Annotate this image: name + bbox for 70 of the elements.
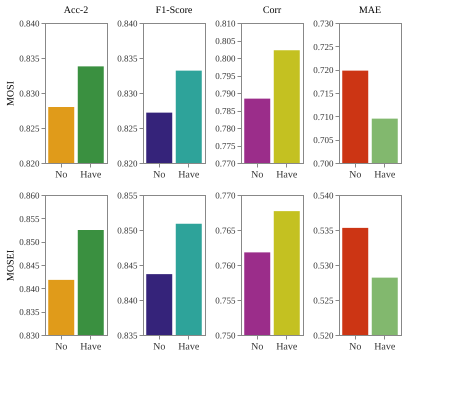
y-tick-label: 0.825 <box>19 124 40 134</box>
y-tick-label: 0.795 <box>215 71 236 81</box>
y-tick-label: 0.835 <box>19 54 40 64</box>
y-tick-label: 0.725 <box>313 42 334 52</box>
y-tick-label: 0.520 <box>313 330 334 340</box>
x-tick-label: Have <box>276 170 298 180</box>
y-tick-label: 0.840 <box>117 296 138 306</box>
x-tick-label: No <box>349 170 362 180</box>
y-tick-label: 0.820 <box>117 158 138 168</box>
y-tick-label: 0.800 <box>215 54 236 64</box>
y-tick-label: 0.755 <box>215 296 236 306</box>
y-tick-label: 0.790 <box>215 88 236 98</box>
chart-title: MAE <box>358 5 382 16</box>
x-tick-label: Have <box>178 342 200 352</box>
chart-title: F1-Score <box>156 5 193 16</box>
y-axis-title: MOSEI <box>5 250 16 282</box>
y-tick-label: 0.830 <box>117 88 138 98</box>
y-tick-label: 0.835 <box>117 330 138 340</box>
y-tick-label: 0.535 <box>313 226 334 236</box>
y-tick-label: 0.785 <box>215 106 236 116</box>
y-tick-label: 0.845 <box>117 260 138 270</box>
y-tick-label: 0.840 <box>117 18 138 28</box>
y-tick-label: 0.715 <box>313 88 334 98</box>
y-tick-label: 0.770 <box>215 190 236 200</box>
y-tick-label: 0.850 <box>19 237 40 248</box>
y-tick-label: 0.530 <box>313 260 334 270</box>
chart-title: Corr <box>262 5 282 16</box>
y-tick-label: 0.765 <box>215 226 236 236</box>
y-tick-label: 0.835 <box>19 307 40 318</box>
chart-title: Acc-2 <box>64 5 88 16</box>
x-tick-label: Have <box>374 170 396 180</box>
y-tick-label: 0.860 <box>19 190 40 200</box>
y-tick-label: 0.855 <box>117 190 138 200</box>
y-tick-label: 0.700 <box>313 158 334 168</box>
x-tick-label: No <box>153 342 166 352</box>
y-tick-label: 0.540 <box>313 190 334 200</box>
y-tick-label: 0.840 <box>19 284 40 294</box>
y-tick-label: 0.850 <box>117 226 138 236</box>
y-tick-label: 0.810 <box>215 18 236 28</box>
y-tick-label: 0.705 <box>313 135 334 146</box>
x-tick-label: No <box>251 170 264 180</box>
x-tick-label: Have <box>80 342 102 352</box>
y-tick-label: 0.835 <box>117 54 138 64</box>
y-tick-label: 0.720 <box>313 65 334 76</box>
y-tick-label: 0.830 <box>19 330 40 340</box>
x-tick-label: No <box>153 170 166 180</box>
x-tick-label: Have <box>276 342 298 352</box>
y-tick-label: 0.770 <box>215 158 236 168</box>
y-tick-label: 0.855 <box>19 214 40 224</box>
y-tick-label: 0.830 <box>19 88 40 98</box>
x-tick-label: Have <box>80 170 102 180</box>
y-tick-label: 0.760 <box>215 260 236 270</box>
y-tick-label: 0.775 <box>215 141 236 151</box>
y-tick-label: 0.750 <box>215 330 236 340</box>
x-tick-label: No <box>55 342 68 352</box>
y-tick-label: 0.780 <box>215 124 236 134</box>
x-tick-label: No <box>251 342 264 352</box>
x-tick-label: Have <box>374 342 396 352</box>
x-tick-label: No <box>55 170 68 180</box>
x-tick-label: No <box>349 342 362 352</box>
y-tick-label: 0.525 <box>313 296 334 306</box>
x-tick-label: Have <box>178 170 200 180</box>
y-tick-label: 0.805 <box>215 36 236 46</box>
y-tick-label: 0.825 <box>117 124 138 134</box>
y-tick-label: 0.710 <box>313 112 334 122</box>
y-axis-title: MOSI <box>5 80 16 106</box>
y-tick-label: 0.730 <box>313 18 334 28</box>
y-tick-label: 0.820 <box>19 158 40 168</box>
y-tick-label: 0.840 <box>19 18 40 28</box>
y-tick-label: 0.845 <box>19 260 40 270</box>
